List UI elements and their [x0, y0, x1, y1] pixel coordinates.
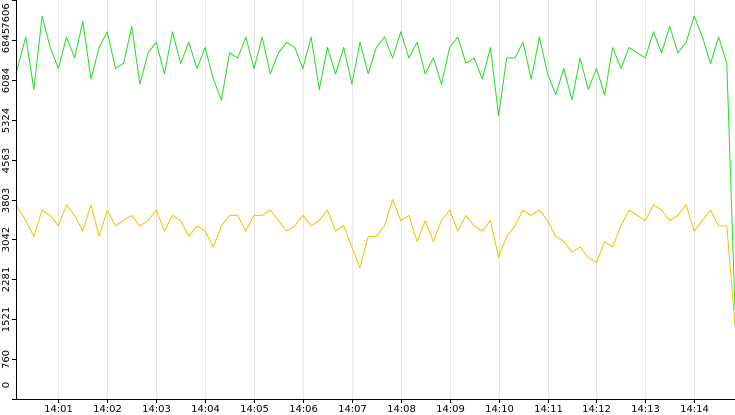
- x-tick-label: 14:14: [680, 404, 709, 415]
- series-line-2: [15, 199, 735, 326]
- series-line-1: [15, 15, 735, 310]
- x-tick-label: 14:09: [436, 404, 465, 415]
- x-tick-label: 14:07: [338, 404, 367, 415]
- y-tick-label: 2281: [1, 267, 12, 292]
- y-tick-label: 1521: [1, 307, 12, 332]
- x-tick-label: 14:04: [191, 404, 220, 415]
- x-tick-label: 14:11: [534, 404, 563, 415]
- y-tick-label: 3803: [1, 188, 12, 213]
- x-tick-label: 14:10: [485, 404, 514, 415]
- series-group: [15, 15, 735, 326]
- y-tick-label: 0: [1, 382, 12, 388]
- x-tick-label: 14:13: [631, 404, 660, 415]
- y-tick-label: 6845: [1, 28, 12, 53]
- y-tick-label: 3042: [1, 227, 12, 252]
- x-tick-label: 14:05: [240, 404, 269, 415]
- y-tick-label: 5324: [1, 108, 12, 133]
- x-tick-label: 14:02: [93, 404, 122, 415]
- y-tick-label: 6084: [1, 68, 12, 93]
- y-tick-label: 4563: [1, 148, 12, 173]
- vertical-grid: [58, 0, 695, 399]
- x-axis-ticks: 14:01 14:02 14:03 14:04 14:05 14:06 14:07 14:08…: [44, 399, 709, 415]
- y-tick-label: 760: [1, 350, 12, 369]
- x-tick-label: 14:03: [142, 404, 171, 415]
- x-tick-label: 14:12: [582, 404, 611, 415]
- x-tick-label: 14:06: [289, 404, 318, 415]
- x-tick-label: 14:08: [387, 404, 416, 415]
- x-tick-label: 14:01: [44, 404, 73, 415]
- y-tick-label: 7606: [1, 3, 12, 28]
